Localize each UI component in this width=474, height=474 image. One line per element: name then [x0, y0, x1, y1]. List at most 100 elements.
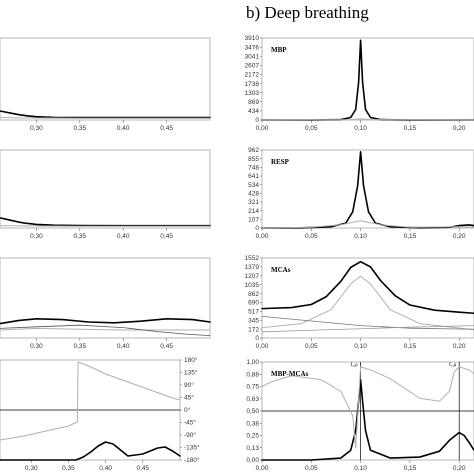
x-tick-label: 0,15 — [404, 343, 417, 350]
series-line-2 — [261, 275, 474, 331]
x-tick-label: 0,05 — [305, 465, 318, 472]
y-tick-label: 2172 — [245, 72, 260, 79]
annotation-label: f₁,ρ — [449, 363, 457, 368]
panel-label: MBP-MCAs — [271, 370, 309, 378]
series-line-1 — [0, 110, 211, 119]
x-tick-label: 0,35 — [74, 233, 87, 240]
series-line-1 — [0, 441, 181, 461]
panel-left-2: 0,30 0,35 0,40 0,45 — [0, 149, 211, 240]
right-tick-label: 135° — [184, 369, 198, 377]
series-line-1 — [261, 150, 474, 229]
y-tick-label: 0,75 — [246, 384, 259, 391]
x-tick-label: 0,20 — [453, 125, 466, 132]
y-tick-label: 1552 — [245, 255, 260, 262]
y-tick-label: 428 — [248, 190, 259, 197]
y-tick-label: 1303 — [245, 90, 260, 97]
x-tick-label: 0,35 — [74, 125, 87, 132]
panel-mcas: 0,00 0,05 0,10 0,15 0,20 1552 1379 1207 1035 862 6… — [245, 255, 474, 350]
y-tick-label: 0 — [255, 117, 259, 124]
right-tick-label: 180° — [184, 356, 198, 364]
x-tick-label: 0,45 — [160, 125, 173, 132]
series-line-1 — [261, 378, 474, 461]
x-tick-label: 0,45 — [160, 233, 173, 240]
right-tick-label: 90° — [184, 381, 194, 389]
x-tick-label: 0,10 — [354, 233, 367, 240]
y-tick-label: 345 — [248, 317, 259, 324]
series-line-3 — [0, 324, 211, 337]
x-tick-label: 0,20 — [453, 343, 466, 350]
plot-frame — [0, 37, 211, 121]
y-tick-label: 1,00 — [246, 359, 259, 366]
y-tick-label: 0,38 — [246, 420, 259, 427]
annotation-label: f₁,ρ — [350, 363, 358, 368]
series-line-1 — [261, 260, 474, 315]
x-tick-label: 0,05 — [305, 233, 318, 240]
series-line-1 — [261, 39, 474, 121]
x-tick-label: 0,40 — [117, 233, 130, 240]
x-tick-label: 0,40 — [117, 343, 130, 350]
series-line-2 — [0, 361, 181, 441]
x-tick-label: 0,30 — [25, 465, 38, 472]
series-line-2 — [0, 117, 211, 119]
x-tick-label: 0,05 — [305, 343, 318, 350]
panels: 0,30 0,35 0,40 0,45 0,30 0,35 0,40 0,45 0,30 0,35… — [0, 35, 474, 472]
panel-label: MCAs — [271, 266, 291, 274]
y-tick-label: 1207 — [245, 273, 260, 280]
panel-mbp-mcas: 0,00 0,05 0,10 0,15 0,20 1,00 0,88 0,75 0,63 0,50… — [246, 359, 474, 472]
x-tick-label: 0,15 — [404, 233, 417, 240]
plot-frame — [261, 37, 474, 121]
series-line-2 — [261, 118, 474, 121]
series-line-2 — [0, 327, 211, 331]
x-tick-label: 0,30 — [30, 343, 43, 350]
x-tick-label: 0,10 — [354, 343, 367, 350]
y-tick-label: 2607 — [245, 63, 260, 70]
series-line-2 — [261, 366, 474, 449]
y-tick-label: 0 — [255, 335, 259, 342]
y-tick-label: 855 — [248, 156, 259, 163]
y-tick-label: 748 — [248, 165, 259, 172]
plot-frame — [261, 257, 474, 339]
x-tick-label: 0,10 — [354, 465, 367, 472]
right-tick-label: -180° — [184, 456, 200, 464]
y-tick-label: 641 — [248, 173, 259, 180]
right-tick-label: 45° — [184, 394, 194, 402]
panel-left-3: 0,30 0,35 0,40 0,45 — [0, 257, 211, 350]
plot-frame — [0, 257, 211, 339]
y-tick-label: 214 — [248, 208, 259, 215]
x-tick-label: 0,00 — [256, 125, 269, 132]
y-tick-label: 0,50 — [246, 408, 259, 415]
y-tick-label: 1379 — [245, 264, 260, 271]
x-tick-label: 0,45 — [136, 465, 149, 472]
x-tick-label: 0,30 — [30, 125, 43, 132]
y-tick-label: 172 — [248, 326, 259, 333]
x-tick-label: 0,15 — [404, 125, 417, 132]
x-tick-label: 0,00 — [256, 233, 269, 240]
series-line-2 — [261, 220, 474, 229]
x-tick-label: 0,20 — [453, 233, 466, 240]
y-tick-label: 107 — [248, 217, 259, 224]
right-tick-label: -135° — [184, 444, 200, 452]
y-tick-label: 1035 — [245, 282, 260, 289]
series-line-1 — [0, 317, 211, 325]
x-tick-label: 0,30 — [30, 233, 43, 240]
y-tick-label: 434 — [248, 108, 259, 115]
y-tick-label: 0,25 — [246, 433, 259, 440]
plot-frame — [261, 149, 474, 229]
y-tick-label: 1738 — [245, 81, 260, 88]
series-line-1 — [0, 217, 211, 227]
series-line-2 — [0, 225, 211, 227]
x-tick-label: 0,40 — [117, 125, 130, 132]
x-tick-label: 0,05 — [305, 125, 318, 132]
x-tick-label: 0,00 — [256, 465, 269, 472]
panel-mbp: 0,00 0,05 0,10 0,15 0,20 3910 3476 3041 2607 2172… — [245, 35, 474, 132]
section-title: b) Deep breathing — [246, 3, 369, 22]
right-tick-label: -90° — [184, 431, 196, 439]
x-tick-label: 0,35 — [74, 343, 87, 350]
x-tick-label: 0,15 — [404, 465, 417, 472]
plot-frame — [0, 149, 211, 229]
x-tick-label: 0,45 — [160, 343, 173, 350]
y-tick-label: 3476 — [245, 44, 260, 51]
right-tick-label: -45° — [184, 419, 196, 427]
y-tick-label: 0,13 — [246, 445, 259, 452]
